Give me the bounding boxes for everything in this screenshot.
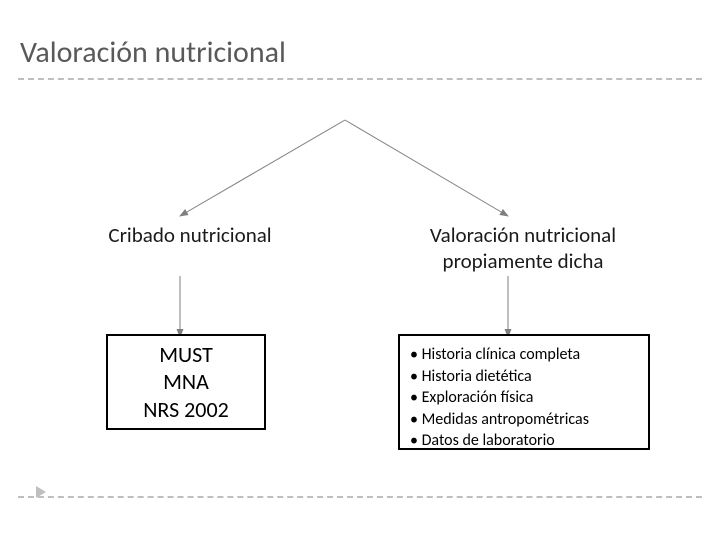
- assessment-item: • Historia clínica completa: [410, 344, 638, 366]
- subhead-cribado-text: Cribado nutricional: [108, 222, 271, 248]
- subhead-cribado: Cribado nutricional: [80, 222, 300, 248]
- screening-tool-item: MUST: [159, 341, 213, 369]
- assessment-item: • Exploración física: [410, 387, 638, 409]
- assessment-components-box: • Historia clínica completa• Historia di…: [398, 334, 650, 450]
- play-icon: [36, 486, 46, 498]
- screening-tool-item: MNA: [163, 368, 209, 396]
- assessment-item: • Historia dietética: [410, 366, 638, 388]
- slide-canvas: Valoración nutricional Cribado nutricion…: [0, 0, 720, 540]
- subhead-valoracion-line2: propiamente dicha: [443, 248, 604, 274]
- assessment-item: • Medidas antropométricas: [410, 409, 638, 431]
- assessment-item: • Datos de laboratorio: [410, 430, 638, 452]
- screening-tool-item: NRS 2002: [143, 396, 229, 424]
- subhead-valoracion-line1: Valoración nutricional: [430, 222, 616, 248]
- screening-tools-box: MUSTMNANRS 2002: [106, 334, 266, 430]
- subhead-valoracion: Valoración nutricional propiamente dicha: [398, 222, 648, 274]
